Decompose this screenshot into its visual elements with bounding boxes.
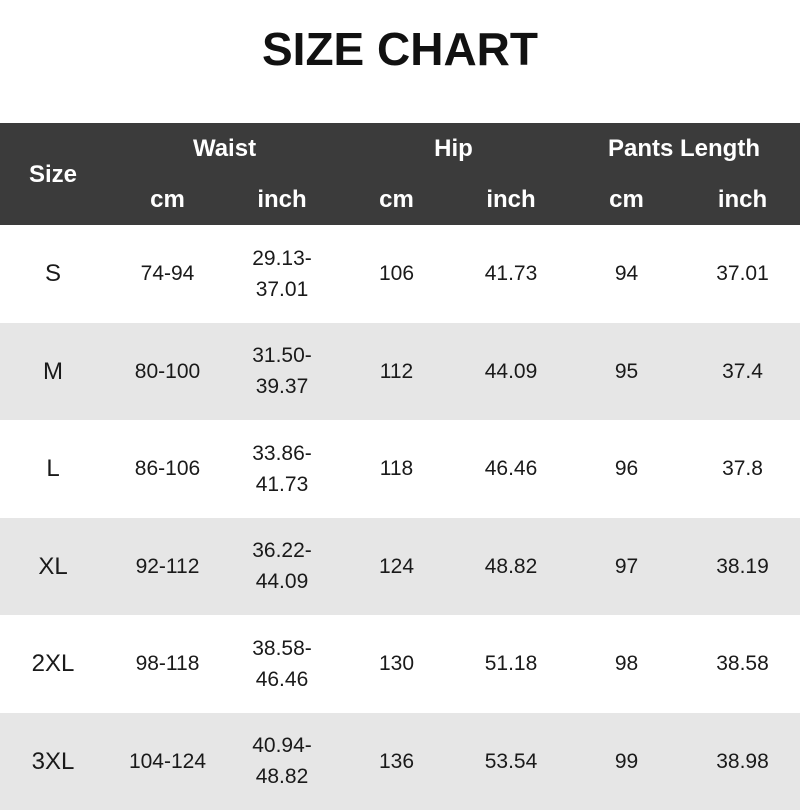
cell-hip-in: 51.18 xyxy=(454,615,568,713)
cell-size: S xyxy=(0,225,106,323)
cell-hip-cm: 106 xyxy=(339,225,454,323)
header-waist-cm: cm xyxy=(110,186,225,214)
header-waist: Waist xyxy=(110,135,339,163)
cell-hip-in: 53.54 xyxy=(454,713,568,810)
header-pants-length: Pants Length xyxy=(568,135,800,163)
cell-hip-cm: 124 xyxy=(339,518,454,616)
cell-text: 46.46 xyxy=(252,664,312,695)
cell-text: 33.86- xyxy=(252,438,312,469)
cell-waist-in: 33.86-41.73 xyxy=(225,420,339,518)
cell-len-in: 37.01 xyxy=(685,225,800,323)
cell-waist-cm: 86-106 xyxy=(110,420,225,518)
cell-text: 40.94- xyxy=(252,730,312,761)
cell-hip-in: 41.73 xyxy=(454,225,568,323)
cell-waist-in: 36.22-44.09 xyxy=(225,518,339,616)
cell-len-in: 37.4 xyxy=(685,323,800,421)
cell-hip-cm: 118 xyxy=(339,420,454,518)
cell-size: 2XL xyxy=(0,615,106,713)
cell-text: 37.01 xyxy=(252,274,312,305)
cell-hip-in: 48.82 xyxy=(454,518,568,616)
cell-waist-in: 40.94-48.82 xyxy=(225,713,339,810)
header-hip-cm: cm xyxy=(339,186,454,214)
table-header: Size Waist Hip Pants Length cm inch cm i… xyxy=(0,123,800,225)
cell-waist-in: 31.50-39.37 xyxy=(225,323,339,421)
header-length-inch: inch xyxy=(685,186,800,214)
cell-len-in: 38.58 xyxy=(685,615,800,713)
cell-waist-cm: 74-94 xyxy=(110,225,225,323)
cell-len-in: 37.8 xyxy=(685,420,800,518)
header-hip-inch: inch xyxy=(454,186,568,214)
cell-len-cm: 94 xyxy=(568,225,685,323)
cell-len-in: 38.19 xyxy=(685,518,800,616)
cell-text: 38.58- xyxy=(252,633,312,664)
cell-len-cm: 96 xyxy=(568,420,685,518)
page-title: SIZE CHART xyxy=(0,22,800,76)
header-size: Size xyxy=(0,161,106,189)
cell-size: M xyxy=(0,323,106,421)
cell-text: 48.82 xyxy=(252,761,312,792)
cell-waist-cm: 104-124 xyxy=(110,713,225,810)
cell-text: 29.13- xyxy=(252,243,312,274)
cell-len-cm: 97 xyxy=(568,518,685,616)
cell-text: 31.50- xyxy=(252,340,312,371)
cell-len-cm: 99 xyxy=(568,713,685,810)
cell-size: XL xyxy=(0,518,106,616)
header-length-cm: cm xyxy=(568,186,685,214)
header-waist-inch: inch xyxy=(225,186,339,214)
cell-waist-cm: 92-112 xyxy=(110,518,225,616)
cell-hip-cm: 130 xyxy=(339,615,454,713)
cell-hip-cm: 112 xyxy=(339,323,454,421)
cell-len-cm: 95 xyxy=(568,323,685,421)
cell-size: 3XL xyxy=(0,713,106,810)
cell-text: 39.37 xyxy=(252,371,312,402)
header-hip: Hip xyxy=(339,135,568,163)
cell-waist-cm: 98-118 xyxy=(110,615,225,713)
cell-text: 41.73 xyxy=(252,469,312,500)
cell-hip-in: 46.46 xyxy=(454,420,568,518)
cell-len-cm: 98 xyxy=(568,615,685,713)
cell-waist-cm: 80-100 xyxy=(110,323,225,421)
cell-waist-in: 29.13-37.01 xyxy=(225,225,339,323)
cell-text: 44.09 xyxy=(252,566,312,597)
cell-size: L xyxy=(0,420,106,518)
cell-len-in: 38.98 xyxy=(685,713,800,810)
cell-hip-cm: 136 xyxy=(339,713,454,810)
cell-waist-in: 38.58-46.46 xyxy=(225,615,339,713)
cell-text: 36.22- xyxy=(252,535,312,566)
cell-hip-in: 44.09 xyxy=(454,323,568,421)
